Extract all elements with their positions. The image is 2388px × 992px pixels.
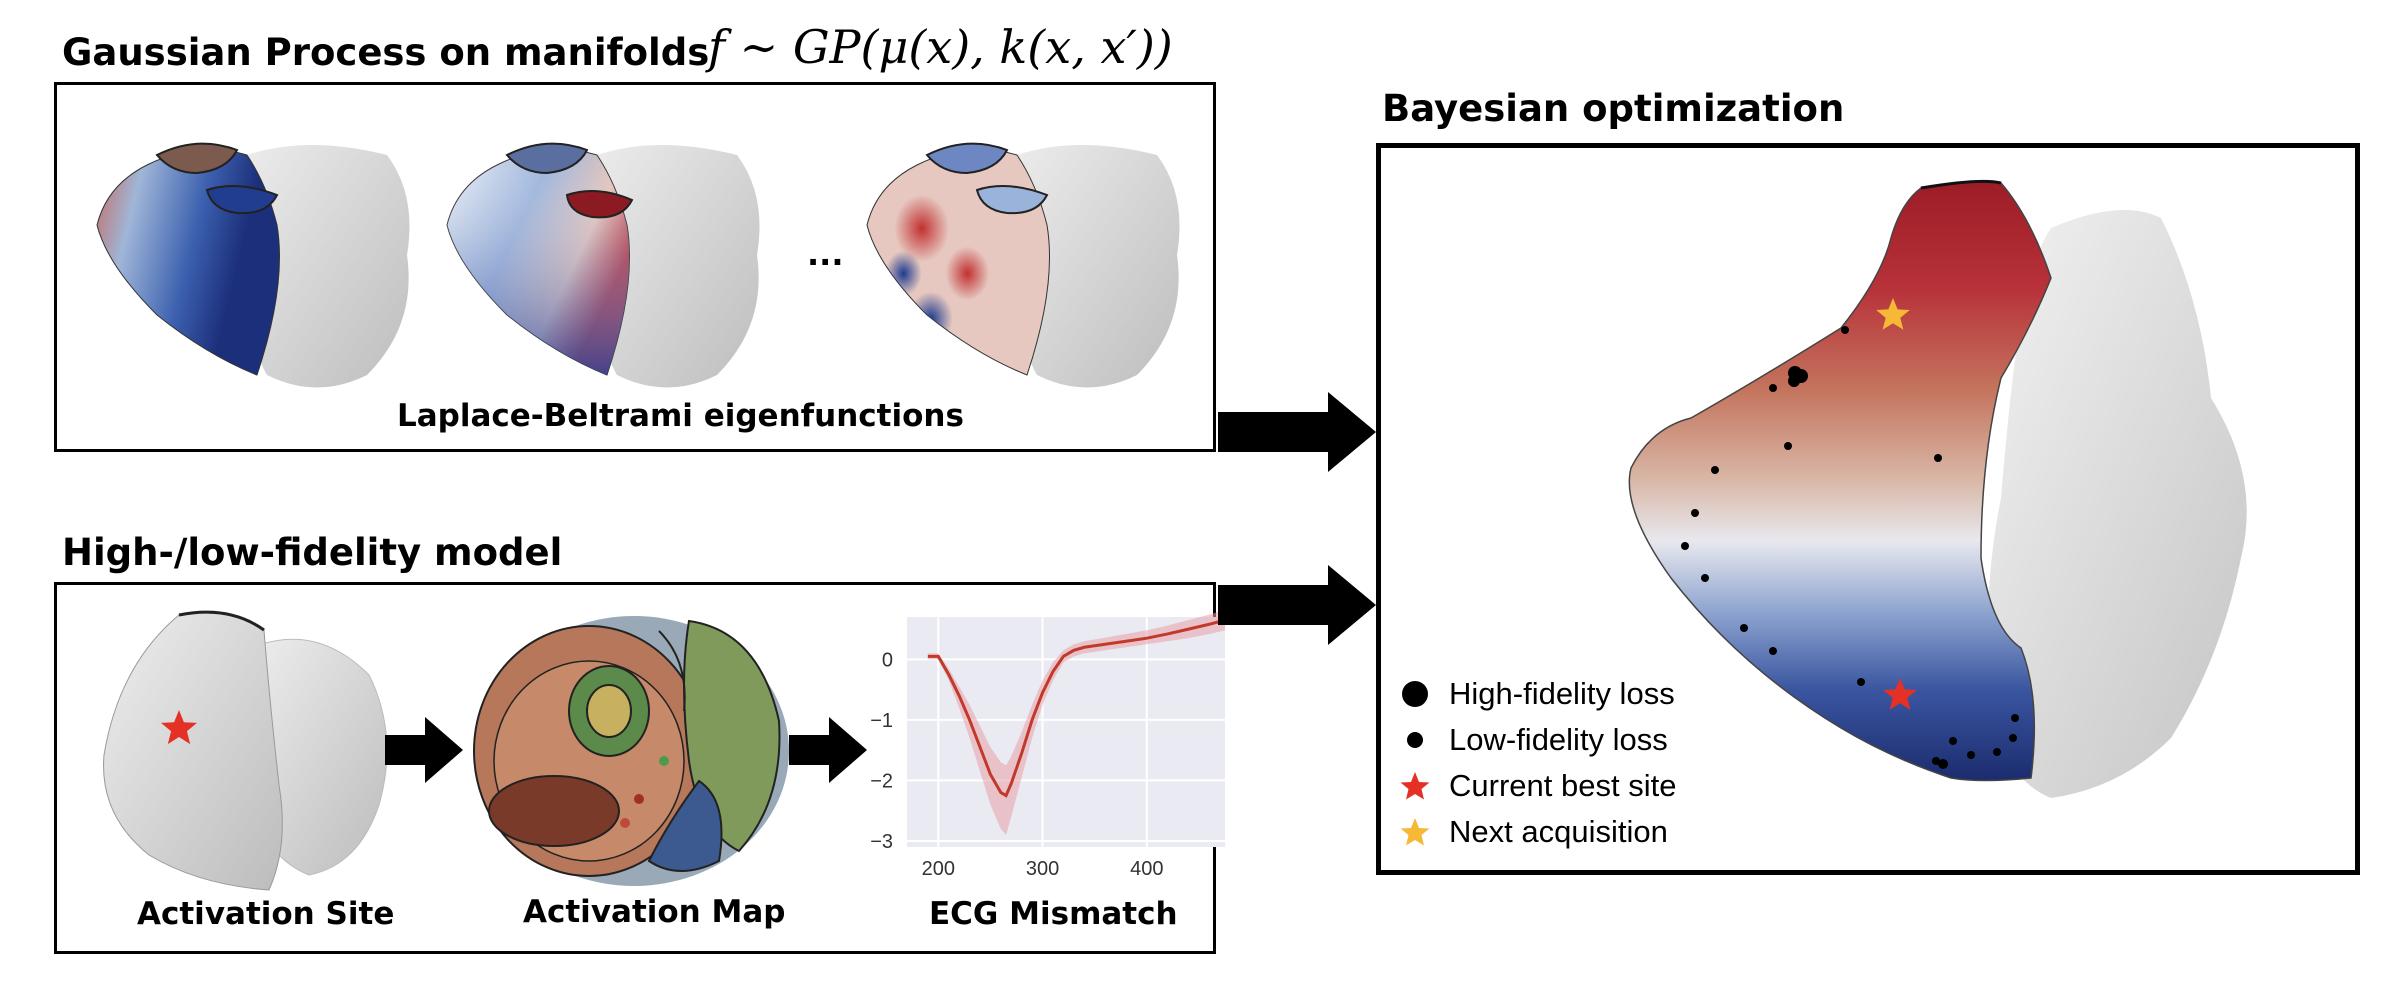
heart-eigenfunction-n	[866, 142, 1180, 388]
ecg-mean-line	[927, 618, 1226, 798]
legend-low-fidelity-label: Low-fidelity loss	[1449, 722, 1668, 757]
ecg-ytick-label: −3	[870, 831, 893, 853]
legend-next-acquisition-label: Next acquisition	[1449, 814, 1668, 849]
arrow-site-to-map-icon	[385, 717, 463, 783]
bo-panel: High-fidelity loss Low-fidelity loss Cur…	[1376, 143, 2360, 875]
low-fidelity-points	[1681, 326, 2019, 769]
eigenfunction-ellipsis: ...	[807, 235, 844, 273]
ecg-mismatch-caption: ECG Mismatch	[929, 896, 1178, 932]
bo-heart	[1628, 179, 2247, 798]
gp-formula: f ∼ GP(μ(x), k(x, x′))	[708, 20, 1173, 74]
gp-manifolds-title: Gaussian Process on manifolds	[62, 31, 710, 74]
legend-next-acquisition: Next acquisition	[1393, 816, 1668, 847]
heart-left-colored	[96, 148, 280, 376]
legend-high-fidelity: High-fidelity loss	[1393, 678, 1675, 709]
heart-right-gray	[244, 145, 410, 388]
eigenfunctions-caption: Laplace-Beltrami eigenfunctions	[397, 398, 964, 434]
legend-current-best: Current best site	[1393, 770, 1676, 801]
legend-current-best-label: Current best site	[1449, 768, 1677, 803]
ecg-confidence-band	[927, 609, 1225, 835]
legend-low-fidelity: Low-fidelity loss	[1393, 724, 1668, 755]
fidelity-model-title: High-/low-fidelity model	[62, 531, 563, 574]
ecg-xtick-label: 300	[1026, 858, 1059, 880]
legend-high-fidelity-label: High-fidelity loss	[1449, 676, 1675, 711]
activation-site-heart	[103, 610, 388, 891]
ecg-ytick-label: 0	[882, 649, 893, 671]
activation-site-star-icon	[161, 710, 197, 745]
ecg-xtick-label: 400	[1130, 858, 1163, 880]
gp-panel: ... Laplace	[54, 82, 1216, 452]
activation-map-heart	[473, 616, 789, 886]
red-star-icon	[1400, 771, 1430, 799]
next-acquisition-star-icon	[1876, 298, 1910, 330]
yellow-star-icon	[1400, 817, 1430, 845]
small-black-dot-icon	[1407, 731, 1423, 748]
arrow-gp-to-bo-icon	[1218, 392, 1376, 472]
activation-site-caption: Activation Site	[137, 896, 395, 932]
heart-eigenfunction-2	[446, 142, 760, 388]
bayesian-optimization-title: Bayesian optimization	[1382, 87, 1845, 130]
ecg-xtick-label: 200	[922, 858, 955, 880]
ecg-ytick-label: −1	[870, 710, 893, 732]
arrow-fidelity-to-bo-icon	[1218, 565, 1376, 645]
activation-map-caption: Activation Map	[523, 894, 786, 930]
heart-eigenfunction-1	[96, 142, 410, 388]
ecg-mismatch-chart: 200 300 400 0 −1 −2 −3	[870, 609, 1226, 880]
fidelity-panel: 200 300 400 0 −1 −2 −3 Activation Site Activat…	[54, 582, 1226, 954]
bo-heart-left-colored	[1628, 180, 2052, 782]
arrow-map-to-ecg-icon	[789, 717, 867, 783]
large-black-dot-icon	[1402, 680, 1428, 707]
ecg-ytick-label: −2	[870, 770, 893, 792]
current-best-star-icon	[1883, 678, 1917, 710]
bo-heart-right-gray	[1987, 210, 2247, 798]
